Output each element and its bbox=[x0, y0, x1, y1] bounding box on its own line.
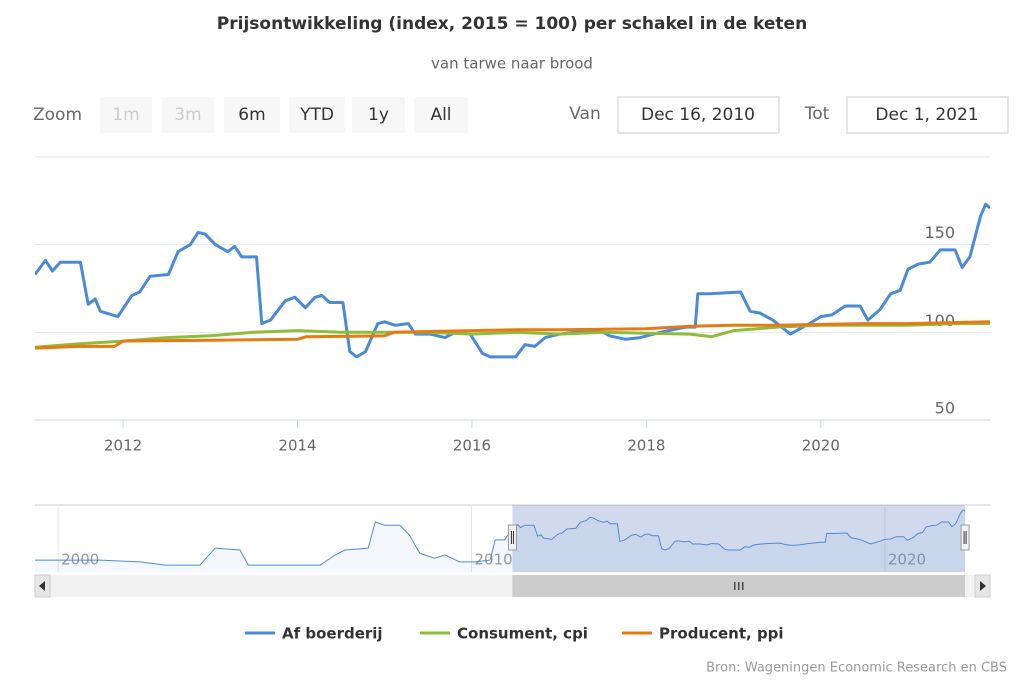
zoom-button-label: YTD bbox=[299, 105, 334, 125]
navigator-tick-label: 2000 bbox=[61, 551, 99, 569]
to-label: Tot bbox=[804, 104, 830, 124]
series-line bbox=[35, 202, 990, 359]
navigator-handle[interactable] bbox=[507, 524, 517, 551]
x-tick-label: 2016 bbox=[453, 437, 491, 455]
source: Bron: Wageningen Economic Research en CB… bbox=[706, 661, 1007, 676]
navigator-tick-label: 2010 bbox=[475, 551, 513, 569]
legend-item[interactable]: Producent, ppi bbox=[659, 625, 784, 643]
navigator-area bbox=[35, 510, 966, 572]
from-date[interactable]: Dec 16, 2010 bbox=[641, 105, 755, 125]
y-tick-label: 100 bbox=[924, 311, 955, 330]
navigator-tick-label: 2020 bbox=[888, 551, 926, 569]
legend-item[interactable]: Consument, cpi bbox=[457, 625, 588, 643]
zoom-button-label: 1y bbox=[368, 105, 389, 125]
series-line bbox=[35, 320, 990, 350]
navigator-line bbox=[35, 509, 966, 566]
series-line bbox=[35, 322, 990, 349]
zoom-button[interactable] bbox=[100, 97, 152, 133]
zoom-button[interactable] bbox=[162, 97, 214, 133]
zoom-button[interactable] bbox=[352, 97, 405, 133]
zoom-button-label: All bbox=[430, 105, 451, 125]
zoom-button-label: 6m bbox=[238, 105, 265, 125]
x-tick-label: 2014 bbox=[278, 437, 316, 455]
zoom-button[interactable] bbox=[414, 97, 468, 133]
zoom-button[interactable] bbox=[224, 97, 280, 133]
navigator-handle[interactable] bbox=[960, 524, 970, 551]
zoom-button[interactable] bbox=[289, 97, 345, 133]
to-date[interactable]: Dec 1, 2021 bbox=[875, 105, 978, 125]
zoom-button-label: 3m bbox=[174, 105, 201, 125]
x-tick-label: 2018 bbox=[627, 437, 665, 455]
legend-item[interactable]: Af boerderij bbox=[282, 625, 383, 643]
chart-subtitle: van tarwe naar brood bbox=[431, 55, 593, 73]
chart-title: Prijsontwikkeling (index, 2015 = 100) pe… bbox=[217, 14, 807, 34]
zoom-button-label: 1m bbox=[112, 105, 139, 125]
from-input[interactable] bbox=[617, 96, 780, 134]
from-label: Van bbox=[569, 104, 601, 124]
x-tick-label: 2012 bbox=[104, 437, 142, 455]
y-tick-label: 150 bbox=[924, 223, 955, 242]
y-tick-label: 50 bbox=[935, 399, 955, 418]
zoom-label: Zoom bbox=[33, 105, 82, 125]
arrow-right bbox=[980, 581, 986, 591]
arrow-left bbox=[39, 581, 45, 591]
navigator-mask bbox=[512, 505, 966, 572]
x-tick-label: 2020 bbox=[802, 437, 840, 455]
to-input[interactable] bbox=[846, 96, 1009, 134]
